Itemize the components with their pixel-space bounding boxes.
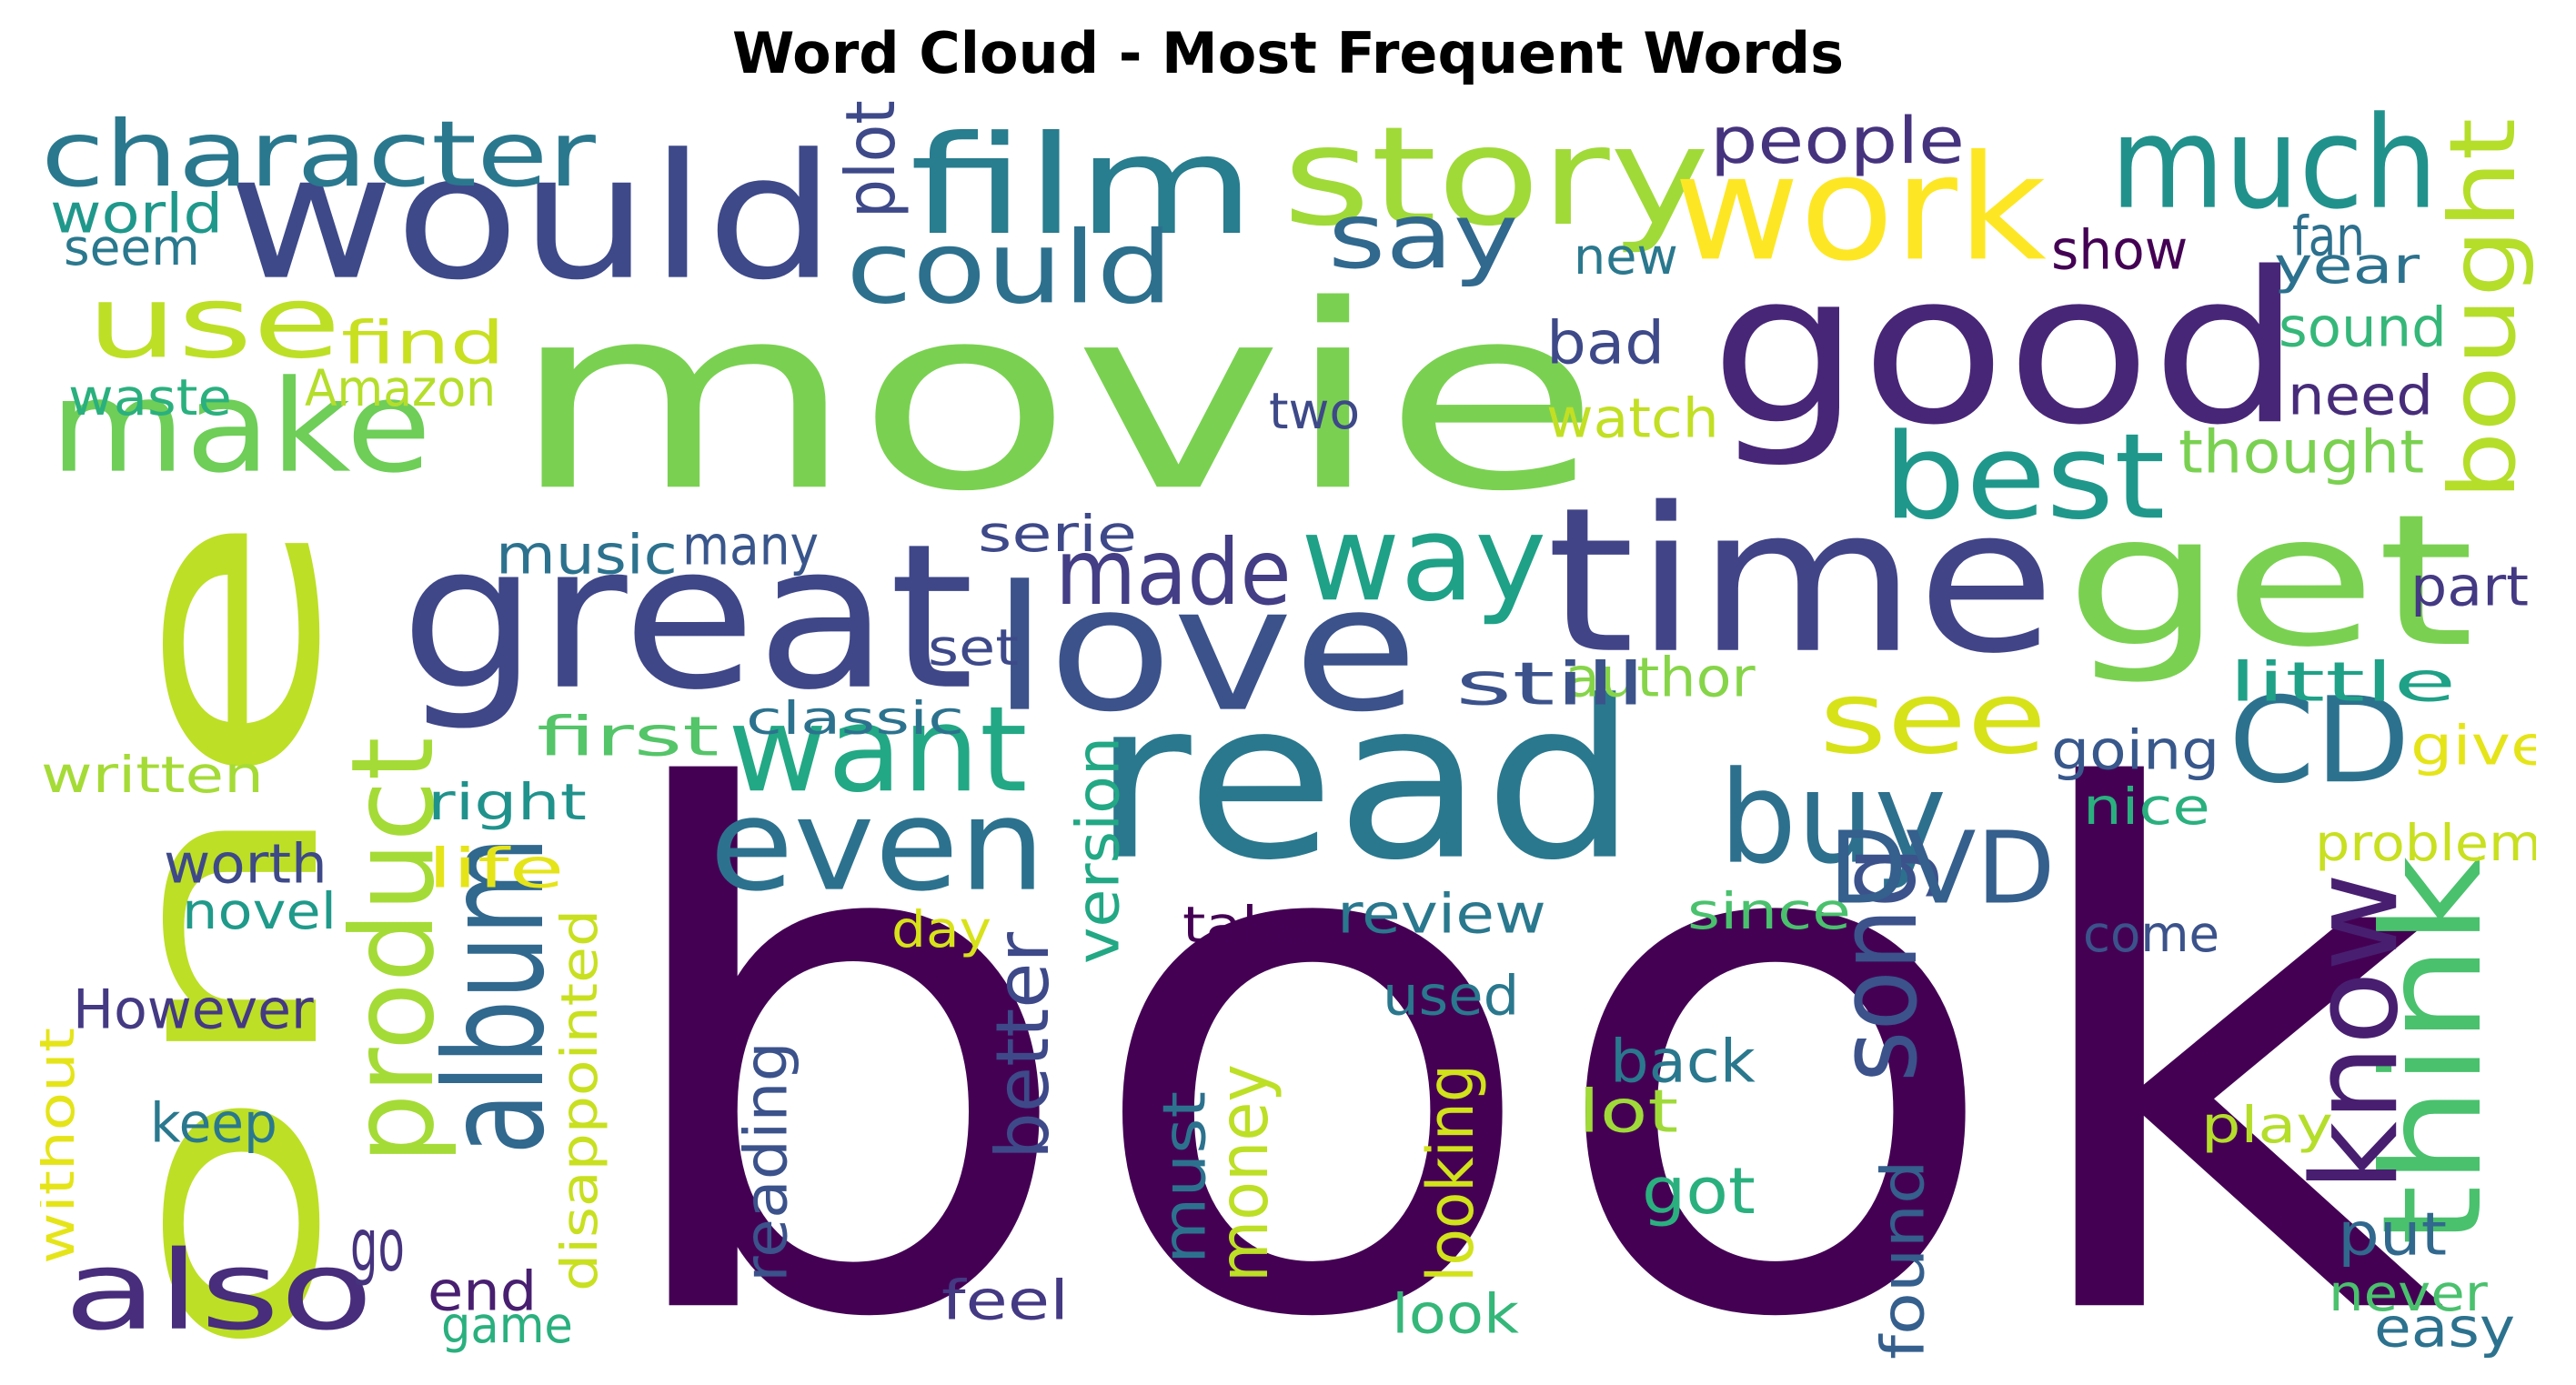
word-version: version: [1063, 736, 1133, 964]
word-buy: buy: [1719, 743, 1947, 893]
word-lot: lot: [1578, 1077, 1679, 1147]
word-feel: feel: [941, 1268, 1070, 1332]
word-good: good: [1710, 226, 2302, 472]
word-first: first: [537, 704, 719, 768]
word-find: find: [341, 308, 505, 378]
word-also: also: [64, 1227, 374, 1355]
word-film: film: [910, 105, 1256, 266]
word-year: year: [2274, 236, 2420, 296]
word-take: take: [1182, 896, 1311, 955]
word-make: make: [50, 352, 432, 502]
word-new: new: [1574, 227, 1678, 286]
word-cd: CD: [2229, 671, 2410, 810]
word-movie: movie: [509, 249, 1602, 548]
word-cloud: book one movie read good great time get would lov…: [40, 91, 2536, 1364]
word-say: say: [1328, 183, 1519, 289]
word-look: look: [1392, 1281, 1520, 1346]
word-easy: easy: [2374, 1295, 2516, 1360]
word-novel: novel: [182, 882, 337, 941]
word-love: love: [991, 547, 1419, 751]
word-book: book: [600, 645, 2445, 1364]
word-see: see: [1819, 659, 2048, 777]
word-nice: nice: [2083, 778, 2210, 837]
word-better: better: [980, 931, 1066, 1159]
word-day: day: [891, 900, 991, 959]
word-play: play: [2201, 1096, 2333, 1155]
word-would: would: [227, 115, 837, 319]
word-show: show: [2051, 217, 2189, 282]
word-watch: watch: [1546, 386, 1719, 450]
word-got: got: [1642, 1153, 1756, 1229]
word-waste: waste: [68, 368, 232, 427]
word-serie: serie: [978, 505, 1138, 564]
word-must: must: [1150, 1090, 1220, 1264]
word-set: set: [928, 618, 1019, 677]
word-put: put: [2338, 1199, 2448, 1270]
word-found: found: [1868, 1159, 1938, 1360]
word-dvd: DVD: [1828, 809, 2056, 927]
word-back: back: [1610, 1027, 1756, 1097]
word-use: use: [86, 264, 342, 381]
word-many: many: [682, 513, 820, 577]
word-come: come: [2083, 905, 2220, 964]
word-seem: seem: [64, 218, 200, 277]
word-music: music: [496, 522, 678, 587]
word-going: going: [2051, 718, 2220, 782]
word-even: even: [709, 770, 1046, 920]
word-reading: reading: [731, 1041, 801, 1282]
word-give: give: [2410, 713, 2536, 778]
word-used: used: [1383, 963, 1520, 1028]
word-game: game: [441, 1296, 573, 1355]
word-thought: thought: [2179, 417, 2425, 487]
word-fan: fan: [2292, 204, 2365, 268]
word-bought: bought: [2430, 117, 2536, 500]
word-bad: bad: [1546, 308, 1665, 378]
chart-title: Word Cloud - Most Frequent Words: [731, 20, 1845, 86]
word-review: review: [1337, 881, 1546, 946]
word-author: author: [1565, 645, 1756, 709]
word-want: want: [728, 680, 1028, 819]
word-need: need: [2288, 363, 2433, 427]
word-part: part: [2410, 554, 2530, 618]
word-character: character: [41, 101, 596, 207]
word-classic: classic: [746, 691, 965, 745]
word-without: without: [40, 1028, 86, 1264]
word-life: life: [428, 836, 565, 900]
word-much: much: [2110, 91, 2439, 238]
word-looking: looking: [1413, 1064, 1488, 1282]
word-world: world: [50, 181, 224, 246]
word-work: work: [1674, 123, 2047, 294]
word-people: people: [1710, 103, 1965, 178]
word-amazon: Amazon: [305, 359, 497, 418]
word-go: go: [350, 1202, 405, 1289]
word-two: two: [1269, 382, 1361, 441]
word-worth: worth: [164, 831, 327, 896]
word-keep: keep: [150, 1090, 277, 1155]
word-best: best: [1883, 407, 2166, 547]
word-problem: problem: [2315, 814, 2536, 873]
word-right: right: [428, 773, 587, 832]
word-still: still: [1455, 649, 1646, 719]
word-could: could: [846, 209, 1173, 326]
word-get: get: [2065, 475, 2475, 687]
word-little: little: [2229, 649, 2457, 714]
word-however: However: [73, 977, 314, 1041]
word-read: read: [1092, 653, 1638, 909]
word-money: money: [1203, 1064, 1283, 1282]
word-great: great: [400, 500, 974, 735]
word-plot: plot: [830, 100, 911, 218]
word-made: made: [1055, 519, 1292, 626]
word-written: written: [41, 746, 265, 805]
word-disappointed: disappointed: [550, 908, 609, 1291]
word-since: since: [1687, 882, 1851, 941]
word-story: story: [1283, 96, 1710, 256]
word-sound: sound: [2279, 295, 2447, 359]
word-never: never: [2329, 1264, 2488, 1323]
word-end: end: [428, 1259, 538, 1323]
word-way: way: [1301, 489, 1547, 628]
word-time: time: [1546, 464, 2056, 698]
